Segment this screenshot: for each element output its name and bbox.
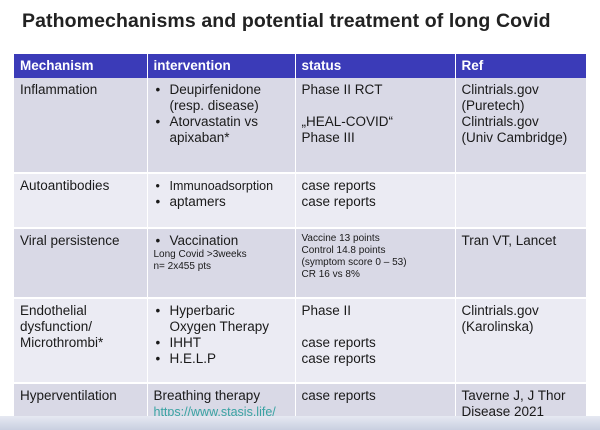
stasis-link[interactable]: https://www.stasis.life/	[153, 405, 276, 419]
table-row-autoantibodies: Autoantibodies • Immunoadsorption • apta…	[14, 173, 587, 229]
intervention-note: Long Covid >3weeks	[153, 249, 247, 260]
intervention-item: • Vaccination	[155, 233, 239, 248]
header-ref: Ref	[455, 54, 587, 78]
intervention-cell: • Hyperbaric Oxygen Therapy • IHHT • H.E…	[147, 298, 296, 384]
table-header-row: Mechanism intervention status Ref	[14, 54, 587, 78]
mechanism-cell: Inflammation	[14, 78, 148, 174]
header-mechanism: Mechanism	[14, 54, 148, 78]
intervention-item: • Atorvastatin vs apixaban*	[155, 114, 259, 145]
status-cell: Phase II case reports case reports	[295, 298, 456, 384]
header-status: status	[295, 54, 456, 78]
status-cell: Phase II RCT „HEAL-COVID“ Phase III	[295, 78, 456, 174]
mechanism-cell: Endothelial dysfunction/ Microthrombi*	[14, 298, 148, 384]
intervention-note: n= 2x455 pts	[153, 261, 212, 272]
header-intervention: intervention	[147, 54, 296, 78]
table-row-inflammation: Inflammation • Deupirfenidone (resp. dis…	[14, 78, 587, 174]
table-row-endothelial: Endothelial dysfunction/ Microthrombi* •…	[14, 298, 587, 384]
status-cell: Vaccine 13 points Control 14.8 points (s…	[295, 228, 456, 299]
treatment-table: Mechanism intervention status Ref Inflam…	[14, 54, 587, 426]
mechanism-cell: Autoantibodies	[14, 173, 148, 229]
ref-cell: Clintrials.gov (Karolinska)	[455, 298, 587, 384]
mechanism-cell: Viral persistence	[14, 228, 148, 299]
ref-cell	[455, 173, 587, 229]
intervention-item: • Deupirfenidone (resp. disease)	[155, 82, 262, 113]
status-cell: case reports case reports	[295, 173, 456, 229]
mechanism-text: Inflammation	[20, 82, 98, 97]
intervention-cell: • Immunoadsorption • aptamers	[147, 173, 296, 229]
ref-cell: Clintrials.gov (Puretech) Clintrials.gov…	[455, 78, 587, 174]
ref-cell: Tran VT, Lancet	[455, 228, 587, 299]
intervention-item: • H.E.L.P	[155, 351, 217, 366]
slide-footer-bar	[0, 416, 600, 430]
intervention-item: • aptamers	[155, 194, 226, 209]
intervention-item: • Immunoadsorption	[155, 179, 274, 193]
intervention-cell: • Deupirfenidone (resp. disease) • Atorv…	[147, 78, 296, 174]
intervention-cell: • Vaccination Long Covid >3weeks n= 2x45…	[147, 228, 296, 299]
intervention-item: • Hyperbaric Oxygen Therapy	[155, 303, 270, 334]
slide-title: Pathomechanisms and potential treatment …	[22, 10, 551, 32]
intervention-item: • IHHT	[155, 335, 202, 350]
table-row-viral-persistence: Viral persistence • Vaccination Long Cov…	[14, 228, 587, 299]
